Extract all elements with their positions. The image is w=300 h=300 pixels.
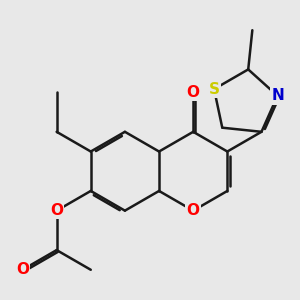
Text: O: O	[187, 203, 200, 218]
Text: S: S	[208, 82, 220, 97]
Text: N: N	[271, 88, 284, 103]
Text: O: O	[16, 262, 29, 277]
Text: O: O	[187, 85, 200, 100]
Text: O: O	[50, 203, 63, 218]
